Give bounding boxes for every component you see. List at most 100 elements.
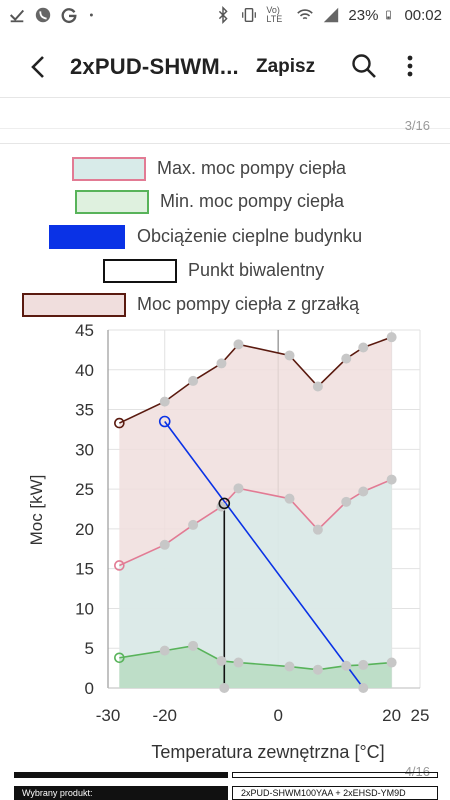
y-tick-label: 25	[75, 480, 94, 499]
search-icon[interactable]	[350, 52, 378, 80]
y-tick-label: 15	[75, 560, 94, 579]
legend-label-load: Obciążenie cieplne budynku	[137, 226, 363, 246]
data-point	[341, 353, 352, 364]
selected-product-label: Wybrany produkt:	[14, 786, 228, 800]
data-point	[358, 659, 369, 670]
heat-pump-chart: 0 5 10 15 20 25 30 35 40 45 -30 -20 0 20 25 Temperatur…	[27, 321, 429, 762]
page-indicator-3: 3/16	[404, 118, 430, 133]
series-line	[119, 645, 392, 671]
data-point	[358, 342, 369, 353]
x-tick-label: -20	[152, 706, 177, 725]
data-point	[358, 486, 369, 497]
selected-product-value: 2xPUD-SHWM100YAA + 2xEHSD-YM9D	[232, 786, 438, 800]
series-area	[119, 645, 392, 688]
series-line	[119, 478, 392, 567]
chart-points	[114, 332, 397, 693]
y-tick-label: 30	[75, 440, 94, 459]
dot-icon	[89, 13, 93, 17]
clock: 00:02	[404, 6, 442, 24]
data-point	[341, 496, 352, 507]
g-icon	[61, 8, 77, 24]
y-tick-label: 40	[75, 361, 94, 380]
data-point	[233, 339, 244, 350]
bivalent-point	[218, 497, 231, 510]
y-tick-label: 20	[75, 520, 94, 539]
data-point	[312, 524, 323, 535]
y-axis-label: Moc [kW]	[27, 475, 46, 546]
data-point	[386, 657, 397, 668]
legend-swatch-load	[49, 225, 125, 249]
y-tick-label: 0	[85, 679, 94, 698]
legend-item: Max. moc pompy ciepła	[0, 154, 450, 184]
legend-swatch-heater	[22, 293, 126, 317]
page-title: 2xPUD-SHWM...	[70, 54, 239, 79]
data-point	[233, 483, 244, 494]
y-tick-label: 5	[85, 639, 94, 658]
data-point	[312, 381, 323, 392]
x-axis-label: Temperatura zewnętrzna [°C]	[151, 742, 384, 762]
series-line	[164, 421, 364, 689]
x-tick-label: 25	[411, 706, 430, 725]
data-point	[341, 660, 352, 671]
load-point-end	[358, 683, 369, 693]
wifi-icon	[297, 9, 314, 20]
data-point-start	[114, 652, 125, 664]
legend-label-heater: Moc pompy ciepła z grzałką	[137, 294, 360, 314]
bluetooth-icon	[219, 6, 229, 24]
data-point	[386, 474, 397, 485]
y-tick-label: 35	[75, 401, 94, 420]
x-tick-label: 20	[382, 706, 401, 725]
status-bar: Vo) LTE 23% 00:02	[0, 0, 450, 34]
x-tick-label: -30	[96, 706, 121, 725]
more-vert-icon[interactable]	[398, 52, 422, 80]
vibrate-icon	[242, 7, 257, 23]
data-point	[233, 657, 244, 668]
table-header-bar	[14, 772, 228, 778]
status-right: Vo) LTE 23% 00:02	[214, 6, 442, 24]
save-button[interactable]: Zapisz	[256, 56, 316, 77]
app-bar: 2xPUD-SHWM... Zapisz	[0, 34, 450, 98]
data-point-start	[114, 417, 125, 429]
data-point	[216, 655, 227, 666]
data-point-start	[114, 560, 125, 571]
legend-swatch-bivalent	[103, 259, 177, 283]
legend-item: Obciążenie cieplne budynku	[0, 222, 450, 252]
phone-icon	[35, 7, 51, 23]
chart-ticks: 0 5 10 15 20 25 30 35 40 45 -30 -20 0 20 25	[75, 321, 429, 725]
legend-label-bivalent: Punkt biwalentny	[188, 260, 325, 280]
battery-percent: 23%	[348, 6, 379, 24]
legend-label-min: Min. moc pompy ciepła	[160, 191, 345, 211]
page-indicator-4: 4/16	[404, 764, 430, 779]
y-tick-label: 10	[75, 599, 94, 618]
load-point-start	[158, 415, 171, 428]
table-header-cell	[232, 772, 438, 778]
data-point	[312, 664, 323, 675]
signal-icon	[324, 7, 339, 23]
check-icon	[9, 9, 25, 23]
data-point	[284, 661, 295, 672]
data-point	[284, 493, 295, 504]
legend-item: Moc pompy ciepła z grzałką	[0, 290, 450, 320]
legend-swatch-max	[72, 157, 146, 181]
chart-legend: Max. moc pompy ciepła Min. moc pompy cie…	[0, 150, 450, 325]
status-left	[8, 6, 104, 24]
network-label: Vo) LTE	[266, 5, 283, 24]
data-point	[188, 375, 199, 386]
data-point	[159, 396, 170, 407]
data-point	[159, 539, 170, 550]
data-point	[159, 645, 170, 656]
battery-icon	[386, 10, 392, 20]
data-point	[188, 519, 199, 530]
previous-page-strip	[0, 98, 450, 144]
bivalent-point-base	[219, 683, 230, 693]
legend-swatch-min	[75, 190, 149, 214]
data-point	[216, 358, 227, 369]
chart-lines	[119, 336, 392, 689]
back-icon[interactable]	[24, 52, 54, 82]
series-line	[119, 336, 392, 424]
y-tick-label: 45	[75, 321, 94, 340]
legend-label-max: Max. moc pompy ciepła	[157, 158, 347, 178]
data-point	[284, 350, 295, 361]
legend-item: Min. moc pompy ciepła	[0, 187, 450, 217]
data-point	[386, 332, 397, 343]
